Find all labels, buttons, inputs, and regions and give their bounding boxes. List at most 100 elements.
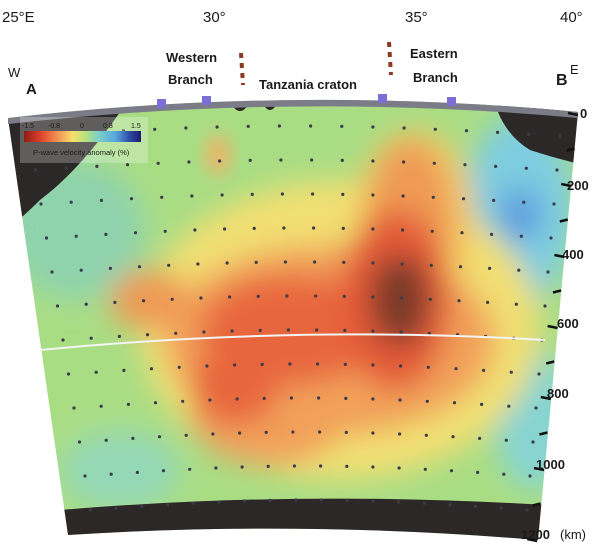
grid-node xyxy=(504,438,508,442)
depth-tick xyxy=(533,466,545,472)
grid-node xyxy=(277,124,281,128)
grid-node xyxy=(208,398,212,402)
grid-node xyxy=(429,263,433,267)
grid-node xyxy=(69,200,73,204)
grid-node xyxy=(345,498,349,502)
depth-tick xyxy=(545,360,555,365)
grid-node xyxy=(161,469,166,473)
grid-node xyxy=(260,362,264,366)
grid-node xyxy=(464,129,469,133)
depth-tick xyxy=(540,395,552,401)
grid-node xyxy=(286,328,290,332)
grid-node xyxy=(95,164,99,168)
grid-node xyxy=(461,197,466,201)
grid-node xyxy=(72,406,76,410)
depth-tick xyxy=(566,147,575,152)
grid-node xyxy=(454,367,458,371)
grid-node xyxy=(486,300,490,304)
grid-node xyxy=(117,334,121,338)
grid-node xyxy=(74,234,78,238)
grid-node xyxy=(371,499,375,503)
longitude-label: 40° xyxy=(560,9,583,26)
colorbar-gradient xyxy=(24,131,141,142)
grid-node xyxy=(460,231,464,235)
grid-node xyxy=(199,296,203,300)
depth-tick xyxy=(532,502,541,507)
grid-node xyxy=(285,294,289,298)
grid-node xyxy=(258,328,262,332)
grid-node xyxy=(66,372,71,376)
grid-node xyxy=(525,508,529,512)
grid-node xyxy=(88,508,93,512)
grid-node xyxy=(187,160,191,164)
grid-node xyxy=(345,464,349,468)
grid-node xyxy=(256,294,260,298)
grid-node xyxy=(342,294,346,298)
grid-node xyxy=(546,270,550,274)
western-branch-marker xyxy=(239,52,245,86)
grid-node xyxy=(218,159,222,163)
grid-node xyxy=(202,330,206,334)
grid-node xyxy=(514,302,518,306)
grid-node xyxy=(476,470,480,474)
grid-node xyxy=(496,130,500,134)
grid-node xyxy=(463,163,467,167)
grid-node xyxy=(371,159,375,163)
grid-node xyxy=(488,266,492,270)
grid-node xyxy=(371,295,375,299)
grid-node xyxy=(371,261,375,265)
grid-node xyxy=(397,466,401,470)
depth-tick xyxy=(554,253,565,259)
shallow-anomaly xyxy=(206,135,230,175)
grid-node xyxy=(432,161,436,165)
grid-node xyxy=(217,500,221,504)
grid-node xyxy=(401,228,405,232)
grid-node xyxy=(313,260,317,264)
grid-node xyxy=(193,228,197,232)
grid-node xyxy=(527,132,531,136)
grid-node xyxy=(425,399,429,403)
grid-node xyxy=(266,464,270,468)
grid-node xyxy=(291,430,295,434)
grid-node xyxy=(264,430,268,434)
grid-node xyxy=(423,467,427,471)
point-a-label: A xyxy=(26,81,37,98)
grid-node xyxy=(309,124,313,128)
east-label: E xyxy=(570,62,579,77)
craton-label: Tanzania craton xyxy=(259,77,357,92)
grid-node xyxy=(494,164,498,168)
grid-node xyxy=(549,236,553,240)
grid-node xyxy=(401,194,405,198)
grid-node xyxy=(240,465,244,469)
station-marker xyxy=(378,94,387,103)
grid-node xyxy=(133,231,138,235)
transition-zone-line xyxy=(39,333,546,351)
grid-node xyxy=(230,329,234,333)
grid-node xyxy=(522,200,526,204)
surface-bar xyxy=(8,99,578,124)
grid-node xyxy=(342,260,346,264)
grid-node xyxy=(457,299,461,303)
depth-tick xyxy=(547,324,558,330)
grid-node xyxy=(254,260,258,264)
grid-node xyxy=(424,433,428,437)
grid-node xyxy=(279,158,283,162)
grid-node xyxy=(149,367,154,371)
grid-node xyxy=(211,432,215,436)
grid-node xyxy=(243,499,247,503)
grid-node xyxy=(89,336,93,340)
depth-unit: (km) xyxy=(560,527,586,542)
grid-node xyxy=(558,134,562,138)
grid-node xyxy=(126,402,130,406)
grid-node xyxy=(215,125,219,129)
grid-node xyxy=(181,399,185,403)
grid-node xyxy=(480,402,484,406)
anomaly-field xyxy=(8,115,575,510)
grid-node xyxy=(402,126,406,130)
grid-node xyxy=(371,397,375,401)
grid-node xyxy=(371,329,375,333)
colorbar-tick: 0 xyxy=(80,123,84,130)
grid-node xyxy=(398,398,402,402)
grid-node xyxy=(170,297,174,301)
grid-node xyxy=(371,465,375,469)
